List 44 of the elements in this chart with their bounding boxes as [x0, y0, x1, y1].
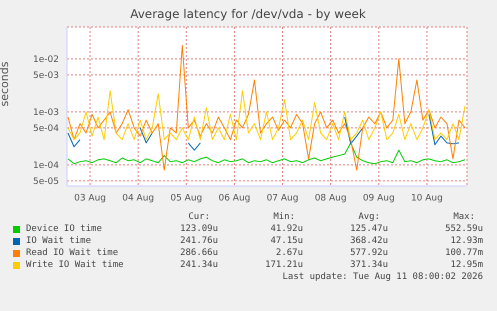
- y-tick-label: 5e-03: [33, 71, 59, 82]
- text: 2.67u: [276, 248, 303, 258]
- text: 12.95m: [450, 260, 483, 270]
- text: Avg:: [358, 212, 380, 222]
- x-tick-label: 07 Aug: [266, 193, 298, 204]
- chart-title: Average latency for /dev/vda - by week: [130, 7, 366, 21]
- line-series: [68, 44, 466, 171]
- legend-label: Read IO Wait time: [26, 248, 118, 258]
- text: 286.66u: [180, 248, 218, 258]
- legend-label: Write IO Wait time: [26, 260, 124, 270]
- x-tick-label: 06 Aug: [218, 193, 250, 204]
- x-tick-label: 09 Aug: [362, 193, 395, 204]
- y-tick-label: 1e-02: [33, 55, 59, 66]
- text: 552.59u: [445, 224, 483, 234]
- x-tick-label: 10 Aug: [410, 193, 443, 204]
- x-tick-label: 05 Aug: [170, 193, 202, 204]
- text: 123.09u: [180, 224, 218, 234]
- text: Min:: [273, 212, 295, 222]
- text: Last update: Tue Aug 11 08:00:02 2026: [282, 272, 483, 282]
- line-series: [68, 90, 466, 140]
- line-series: [68, 142, 466, 164]
- y-tick-label: 5e-04: [33, 124, 60, 134]
- text: 125.47u: [350, 224, 388, 234]
- y-tick-label: 1e-04: [33, 161, 60, 172]
- text: Cur:: [188, 212, 210, 222]
- text: Max:: [453, 212, 475, 222]
- x-tick-label: 03 Aug: [74, 193, 106, 204]
- text: 241.76u: [180, 236, 218, 246]
- text: 12.93m: [450, 236, 483, 246]
- text: 171.21u: [265, 260, 303, 270]
- text: 368.42u: [350, 236, 388, 246]
- text: 100.77m: [445, 248, 483, 258]
- y-tick-label: 1e-03: [33, 108, 59, 118]
- x-tick-label: 04 Aug: [122, 193, 154, 204]
- text: 47.15u: [270, 236, 303, 246]
- text: 577.92u: [350, 248, 388, 258]
- y-axis-title: seconds: [0, 61, 11, 106]
- text: 41.92u: [270, 224, 303, 234]
- x-tick-label: 08 Aug: [314, 193, 347, 204]
- text: 371.34u: [350, 260, 388, 270]
- text: 241.34u: [180, 260, 218, 270]
- y-tick-label: 5e-05: [33, 177, 59, 188]
- legend-label: IO Wait time: [26, 236, 92, 246]
- legend-label: Device IO time: [26, 224, 102, 234]
